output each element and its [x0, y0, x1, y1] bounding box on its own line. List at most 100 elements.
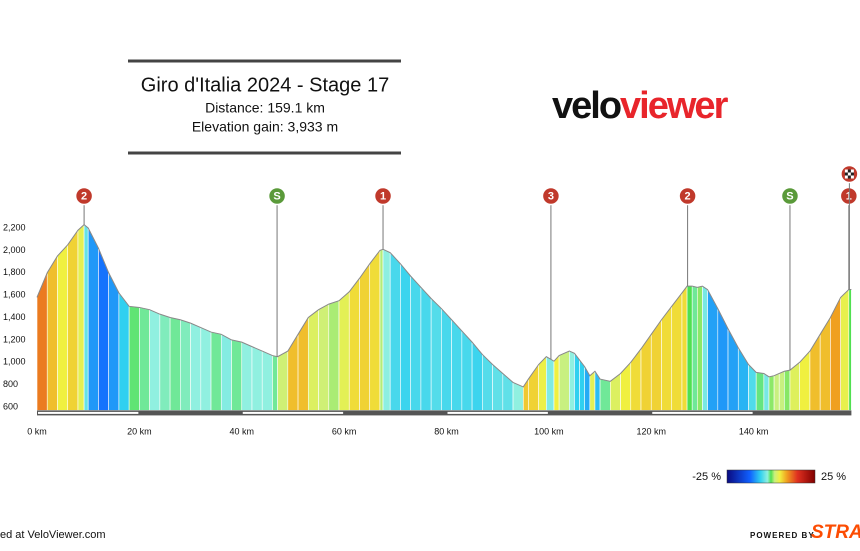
- profile-segment: [261, 350, 273, 411]
- profile-segment: [727, 328, 739, 411]
- scale-bar-stripe: [652, 411, 753, 414]
- profile-segment: [200, 327, 212, 411]
- profile-segment: [77, 223, 85, 411]
- y-tick-label: 600: [3, 401, 18, 411]
- profile-segment: [338, 291, 350, 411]
- scale-bar-stripe: [38, 411, 139, 414]
- profile-segment: [220, 333, 232, 411]
- x-tick-label: 100 km: [534, 426, 564, 436]
- profile-segment: [231, 339, 243, 411]
- profile-segment: [702, 285, 708, 411]
- marker-label: S: [786, 190, 793, 202]
- colorbar-label: 25 %: [821, 471, 846, 483]
- profile-segment: [778, 370, 785, 411]
- finish-check: [847, 175, 851, 179]
- finish-check: [847, 172, 851, 176]
- profile-segment: [46, 254, 58, 411]
- marker-label: 2: [81, 190, 87, 202]
- profile-segment: [108, 272, 120, 411]
- x-tick-label: 0 km: [27, 426, 47, 436]
- x-tick-label: 60 km: [332, 426, 357, 436]
- logo: veloviewer: [552, 85, 729, 127]
- profile-segment: [697, 285, 703, 411]
- profile-segment: [382, 248, 391, 411]
- profile-segment: [389, 251, 401, 411]
- finish-check: [847, 169, 851, 173]
- profile-segment: [190, 322, 202, 411]
- marker-badge: [541, 186, 561, 206]
- profile-segment: [451, 318, 463, 411]
- colorbar-label: -25 %: [692, 471, 721, 483]
- logo-viewer: viewer: [620, 85, 729, 127]
- profile-segment: [589, 370, 596, 411]
- scale-bar-stripe: [447, 411, 548, 414]
- colorbar: [726, 469, 816, 484]
- marker-label: S: [273, 190, 280, 202]
- profile-segment: [671, 292, 683, 411]
- logo-velo: velo: [552, 85, 621, 127]
- y-tick-label: 1,800: [3, 267, 26, 277]
- y-tick-label: 1,600: [3, 290, 26, 300]
- finish-check: [850, 175, 854, 179]
- finish-check: [850, 169, 854, 173]
- profile-segment: [630, 347, 642, 411]
- profile-segment: [241, 341, 253, 411]
- y-tick-label: 1,000: [3, 357, 26, 367]
- profile-segment: [328, 300, 340, 411]
- profile-segment: [681, 285, 688, 411]
- y-tick-label: 1,200: [3, 334, 26, 344]
- profile-segment: [369, 249, 381, 411]
- marker-badge: [74, 186, 94, 206]
- profile-segment: [574, 352, 580, 411]
- profile-segment: [579, 359, 586, 411]
- profile-segment: [420, 286, 432, 411]
- profile-segment: [492, 363, 504, 411]
- profile-segment: [640, 333, 652, 411]
- profile-segment: [210, 331, 222, 411]
- profile-segment: [139, 307, 150, 411]
- profile-segment: [149, 309, 161, 411]
- profile-segment: [691, 285, 698, 411]
- profile-segment: [599, 378, 611, 411]
- profile-segment: [57, 244, 69, 411]
- profile-segment: [650, 318, 662, 411]
- profile-segment: [318, 303, 330, 411]
- scale-bar: [37, 410, 852, 416]
- strava: STRA: [811, 522, 860, 543]
- profile-segment: [272, 355, 278, 411]
- footer: ed at VeloViewer.com: [0, 529, 106, 541]
- profile-segment: [379, 248, 384, 411]
- profile-segment: [584, 365, 591, 411]
- profile-segment: [169, 317, 181, 411]
- y-tick-label: 1,400: [3, 312, 26, 322]
- profile-segment: [277, 350, 289, 411]
- profile-line: [36, 223, 852, 388]
- profile-segment: [840, 288, 850, 411]
- profile-segment: [773, 373, 780, 411]
- marker-badge: [839, 186, 859, 206]
- profile-segment: [159, 313, 171, 411]
- profile-segment: [461, 330, 473, 411]
- distance: Distance: 159.1 km: [205, 100, 325, 116]
- x-tick-label: 120 km: [636, 426, 666, 436]
- y-tick-label: 2,000: [3, 245, 26, 255]
- marker-label: 1: [846, 190, 852, 202]
- powered-by: POWERED BY: [750, 531, 815, 540]
- profile-segment: [546, 356, 555, 411]
- profile-segment: [400, 262, 411, 411]
- profile-segment: [620, 361, 632, 411]
- profile-segment: [538, 355, 547, 411]
- x-tick-label: 40 km: [229, 426, 254, 436]
- marker-label: 2: [685, 190, 691, 202]
- profile-segment: [569, 350, 575, 411]
- profile-segment: [717, 308, 729, 411]
- profile-segment: [755, 372, 765, 411]
- x-tick-label: 20 km: [127, 426, 152, 436]
- profile-segment: [348, 277, 360, 411]
- profile-segment: [118, 292, 130, 411]
- profile-segment: [737, 346, 749, 411]
- marker-badge: [267, 186, 287, 206]
- profile-segment: [768, 375, 775, 411]
- profile-segment: [609, 372, 621, 411]
